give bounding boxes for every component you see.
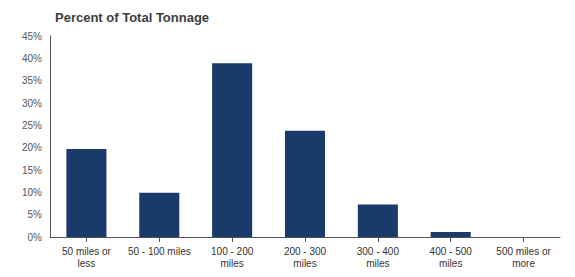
svg-text:50 miles or: 50 miles or xyxy=(62,246,112,257)
svg-text:more: more xyxy=(512,258,535,269)
svg-text:50 - 100 miles: 50 - 100 miles xyxy=(128,246,191,257)
svg-text:miles: miles xyxy=(366,258,389,269)
svg-text:10%: 10% xyxy=(22,187,42,198)
svg-text:0%: 0% xyxy=(28,232,43,243)
svg-text:200 - 300: 200 - 300 xyxy=(284,246,327,257)
svg-text:25%: 25% xyxy=(22,120,42,131)
svg-text:5%: 5% xyxy=(28,209,43,220)
svg-text:400 - 500: 400 - 500 xyxy=(430,246,473,257)
svg-text:40%: 40% xyxy=(22,53,42,64)
svg-text:Percent of Total Tonnage: Percent of Total Tonnage xyxy=(55,10,209,25)
svg-text:500 miles or: 500 miles or xyxy=(496,246,551,257)
svg-text:100 - 200: 100 - 200 xyxy=(211,246,254,257)
svg-text:30%: 30% xyxy=(22,98,42,109)
svg-text:20%: 20% xyxy=(22,142,42,153)
svg-text:300 - 400: 300 - 400 xyxy=(357,246,400,257)
svg-text:45%: 45% xyxy=(22,31,42,42)
svg-text:miles: miles xyxy=(439,258,462,269)
svg-text:miles: miles xyxy=(293,258,316,269)
svg-text:35%: 35% xyxy=(22,75,42,86)
svg-text:miles: miles xyxy=(220,258,243,269)
svg-text:15%: 15% xyxy=(22,165,42,176)
svg-text:less: less xyxy=(78,258,96,269)
